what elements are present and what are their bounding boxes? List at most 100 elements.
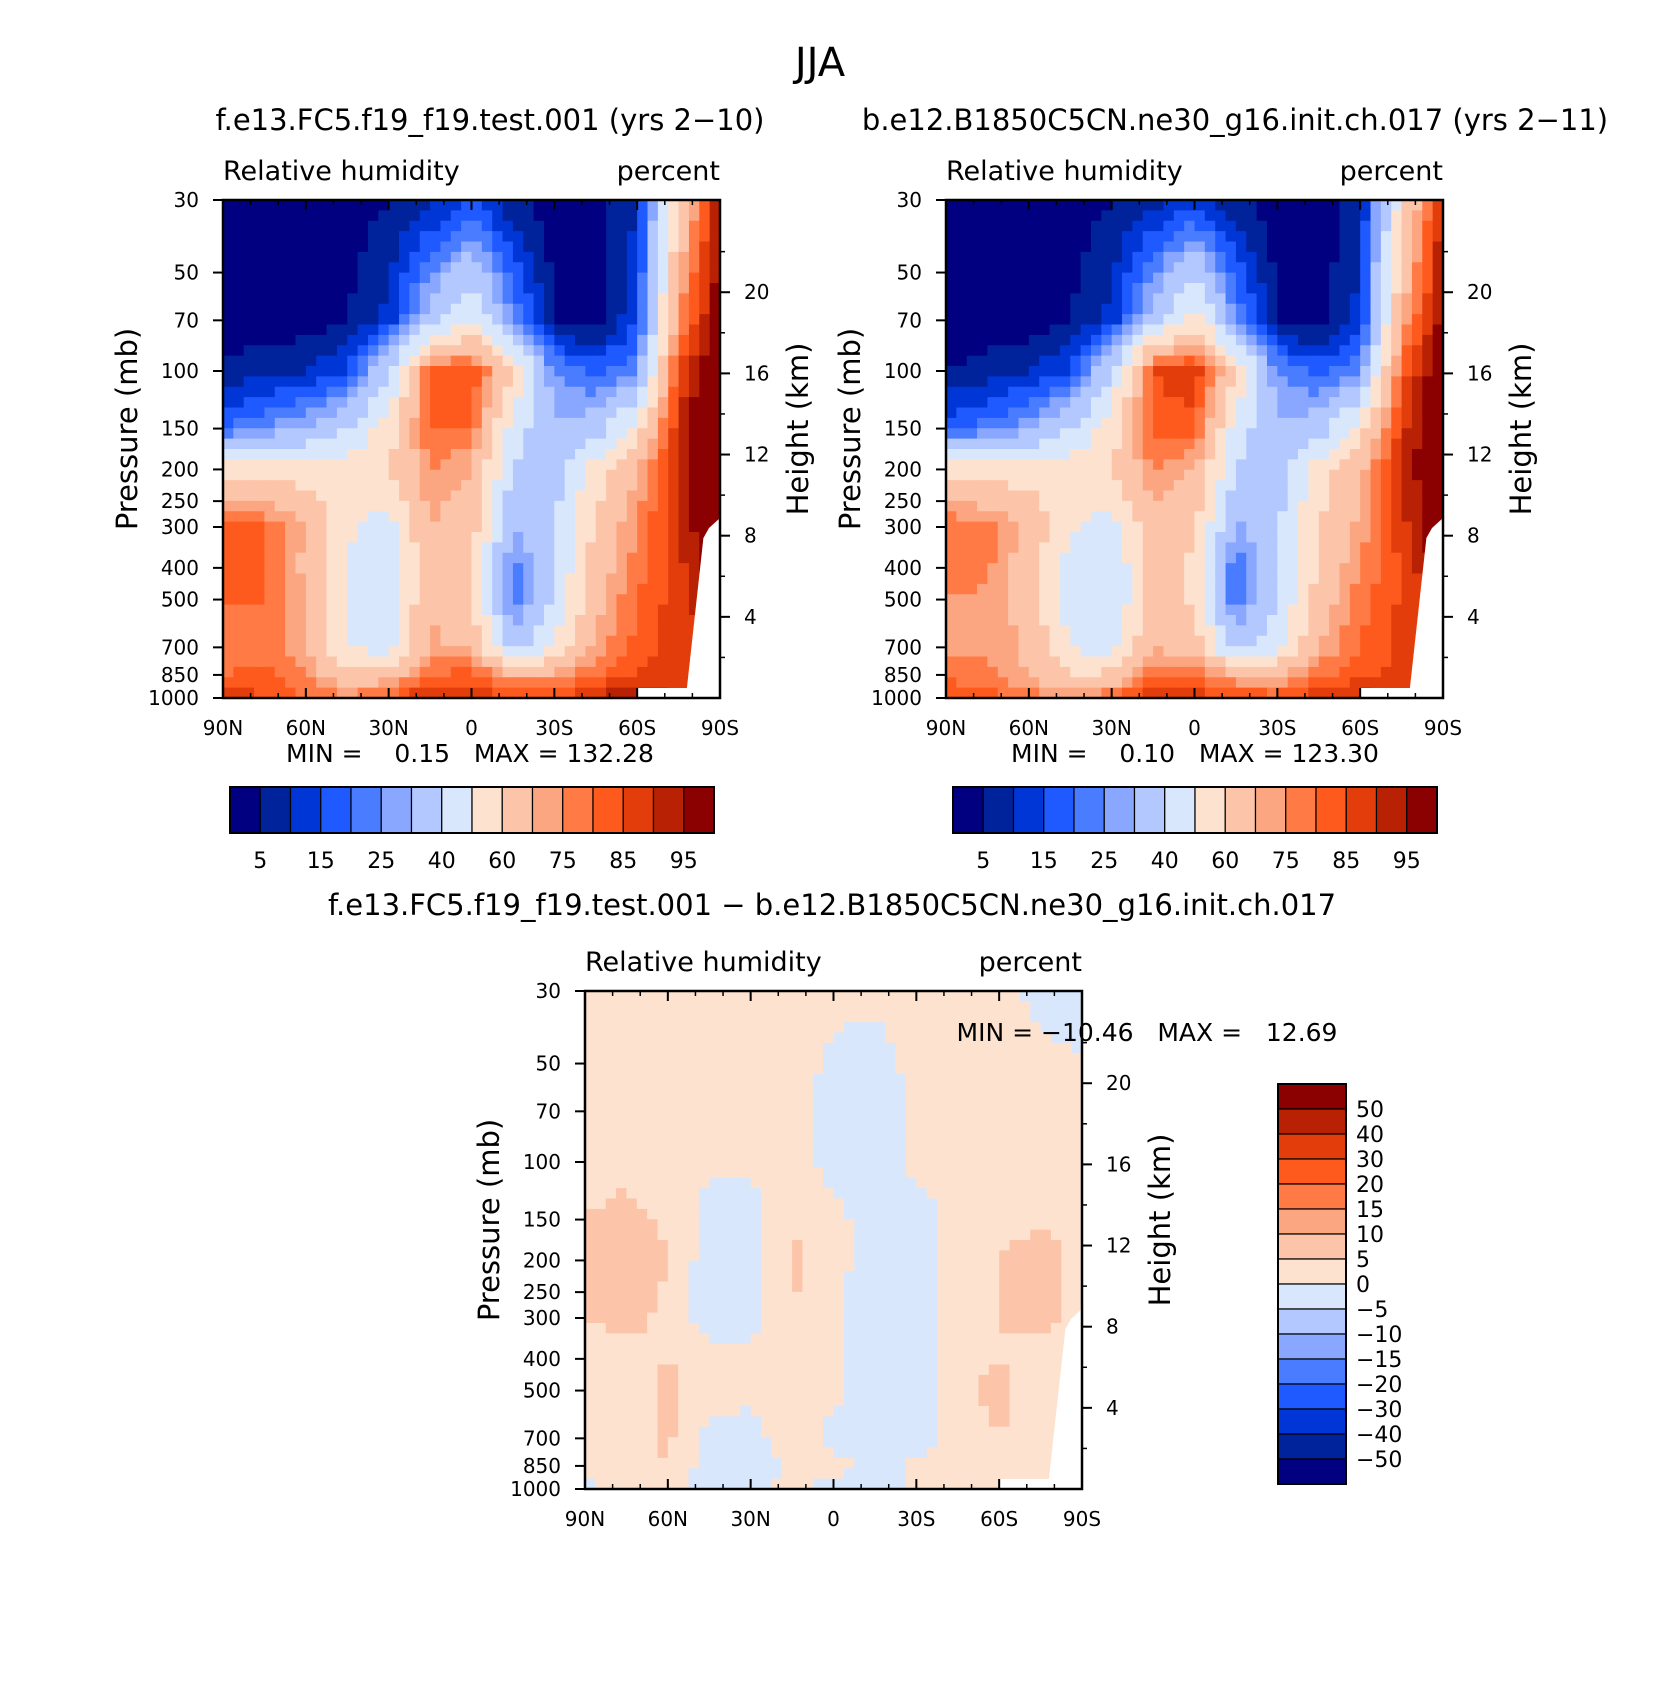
contour-cell (688, 262, 700, 274)
contour-cell (926, 991, 938, 1002)
contour-cell (543, 594, 555, 606)
contour-cell (316, 272, 328, 284)
contour-cell (326, 397, 338, 409)
contour-cell (1432, 283, 1444, 294)
contour-cell (554, 563, 566, 575)
contour-cell (997, 366, 1009, 377)
contour-cell (1360, 594, 1372, 606)
contour-cell (512, 677, 524, 689)
contour-cell (1225, 573, 1237, 585)
contour-cell (946, 490, 957, 502)
contour-cell (1008, 583, 1020, 595)
contour-cell (657, 251, 669, 263)
contour-cell (1391, 272, 1403, 284)
contour-cell (606, 490, 618, 502)
contour-cell (1153, 521, 1165, 533)
contour-cell (1194, 677, 1206, 689)
contour-cell (1018, 428, 1030, 440)
contour-cell (575, 449, 586, 460)
contour-cell (336, 272, 348, 284)
contour-cell (1070, 552, 1082, 564)
contour-cell (1059, 345, 1071, 357)
contour-cell (336, 241, 348, 253)
contour-cell (264, 594, 276, 606)
contour-cell (492, 583, 504, 595)
contour-cell (1256, 210, 1268, 222)
contour-cell (1122, 324, 1133, 336)
contour-cell (285, 511, 297, 523)
contour-cell (243, 594, 255, 606)
contour-cell (316, 604, 328, 616)
units-label: percent (617, 156, 720, 187)
contour-cell (1184, 293, 1196, 305)
contour-cell (1256, 656, 1268, 668)
contour-cell (1318, 666, 1330, 678)
contour-cell (378, 687, 390, 699)
contour-cell (399, 324, 410, 336)
contour-cell (533, 407, 545, 419)
contour-cell (1308, 386, 1320, 398)
contour-cell (326, 573, 338, 585)
contour-cell (688, 521, 700, 533)
contour-cell (1349, 334, 1361, 346)
contour-cell (285, 200, 297, 211)
contour-cell (295, 521, 307, 533)
contour-cell (606, 594, 618, 606)
contour-cell (1318, 210, 1330, 222)
contour-cell (1349, 459, 1361, 471)
contour-cell (564, 241, 576, 253)
contour-cell (956, 573, 968, 585)
contour-cell (254, 210, 266, 222)
contour-cell (585, 428, 597, 440)
contour-cell (1090, 417, 1102, 429)
contour-cell (1266, 552, 1278, 564)
contour-cell (987, 345, 999, 357)
contour-cell (1080, 220, 1092, 232)
contour-cell (1111, 635, 1123, 647)
contour-cell (966, 594, 978, 606)
contour-cell (409, 345, 421, 357)
contour-cell (1215, 220, 1227, 232)
contour-cell (1204, 687, 1216, 699)
contour-cell (285, 635, 297, 647)
contour-cell (1111, 563, 1123, 575)
contour-cell (1349, 386, 1361, 398)
contour-cell (966, 521, 978, 533)
contour-cell (254, 677, 266, 689)
contour-cell (1432, 303, 1444, 315)
contour-cell (554, 490, 566, 502)
contour-cell (1184, 573, 1196, 585)
contour-cell (543, 459, 555, 471)
contour-cell (1039, 687, 1051, 699)
contour-cell (1173, 303, 1185, 315)
contour-cell (637, 656, 649, 668)
contour-cell (378, 646, 390, 658)
contour-cell (254, 666, 266, 678)
contour-cell (326, 542, 338, 554)
contour-cell (1204, 210, 1216, 222)
contour-cell (977, 251, 989, 263)
contour-cell (956, 262, 968, 274)
contour-cell (1391, 583, 1403, 595)
contour-cell (1391, 241, 1403, 253)
contour-cell (367, 500, 379, 512)
contour-cell (347, 646, 359, 658)
contour-cell (1215, 625, 1227, 637)
contour-cell (285, 594, 297, 606)
contour-cell (626, 303, 638, 315)
contour-cell (1173, 200, 1185, 211)
contour-cell (1266, 220, 1278, 232)
contour-cell (1422, 272, 1434, 284)
contour-cell (285, 397, 297, 409)
y2-tick-label: 12 (744, 443, 769, 467)
contour-cell (1308, 573, 1320, 585)
contour-cell (709, 428, 721, 440)
contour-cell (378, 417, 390, 429)
contour-cell (533, 220, 545, 232)
contour-cell (977, 480, 989, 492)
contour-cell (471, 615, 483, 626)
colorbar-box (1012, 786, 1045, 834)
contour-cell (326, 220, 338, 232)
contour-cell (606, 200, 618, 211)
contour-cell (1298, 521, 1309, 533)
